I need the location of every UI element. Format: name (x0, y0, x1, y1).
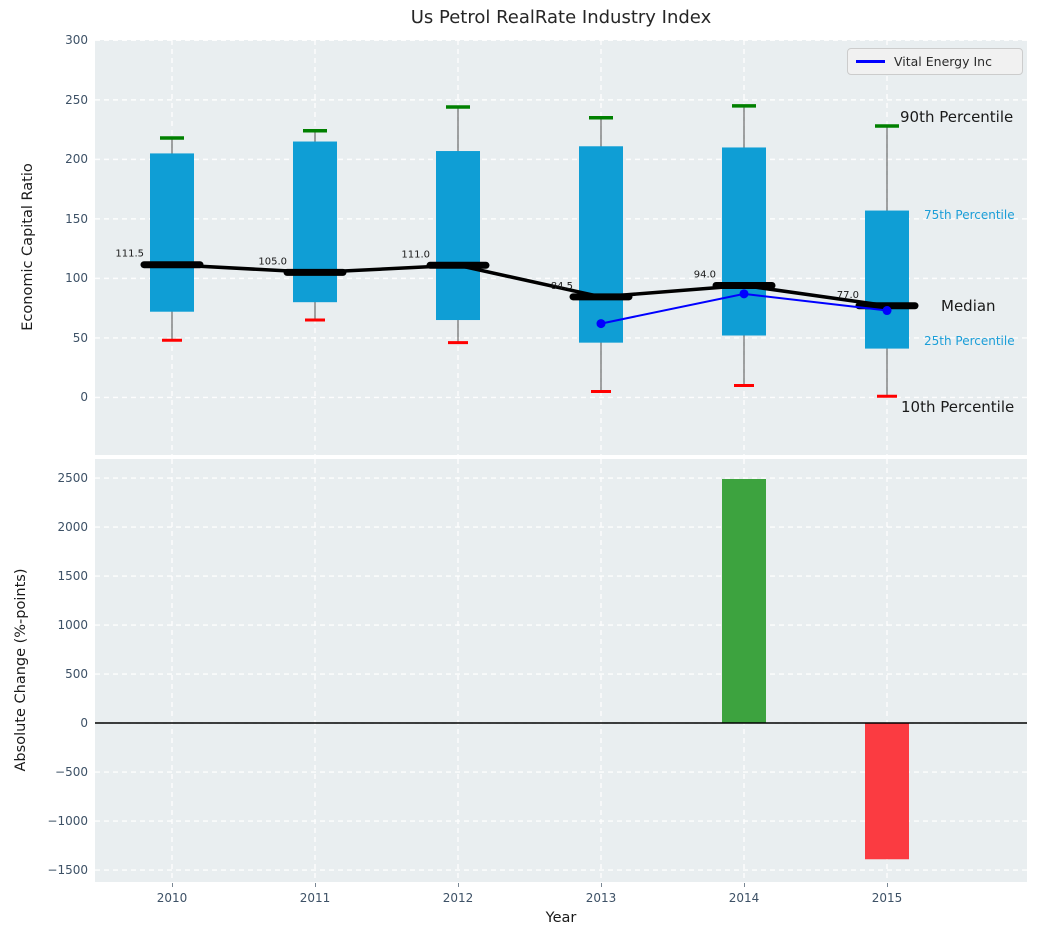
iqr-box (579, 146, 623, 342)
bottom-y-tick-label: −1500 (8, 862, 88, 878)
legend-label: Vital Energy Inc (894, 54, 992, 69)
iqr-box (293, 142, 337, 303)
median-value-label: 84.5 (551, 281, 573, 292)
x-tick-mark (172, 883, 173, 887)
company-point (883, 306, 892, 315)
x-axis-label: Year (95, 910, 1027, 926)
x-tick-label: 2012 (418, 890, 498, 906)
bottom-y-tick-label: 500 (8, 666, 88, 682)
annotation-90th-percentile: 90th Percentile (900, 108, 1013, 126)
chart-title: Us Petrol RealRate Industry Index (95, 7, 1027, 28)
figure: Us Petrol RealRate Industry Index 111.51… (0, 0, 1039, 942)
top-y-tick-label: 100 (8, 270, 88, 286)
median-line (172, 265, 887, 306)
change-bar-chart-plot (95, 459, 1027, 882)
change-bar-chart-axes (95, 459, 1027, 882)
top-y-tick-label: 50 (8, 330, 88, 346)
change-bar-positive (722, 479, 766, 723)
bottom-y-tick-label: −1000 (8, 813, 88, 829)
top-y-axis-label: Economic Capital Ratio (20, 163, 36, 330)
annotation-10th-percentile: 10th Percentile (901, 398, 1014, 416)
x-tick-mark (744, 883, 745, 887)
annotation-25th-percentile: 25th Percentile (924, 334, 1015, 348)
median-value-label: 105.0 (258, 256, 287, 267)
iqr-box (865, 211, 909, 349)
median-value-label: 77.0 (837, 290, 859, 301)
median-value-label: 111.0 (401, 249, 430, 260)
bottom-y-tick-label: 2000 (8, 519, 88, 535)
x-tick-label: 2011 (275, 890, 355, 906)
bottom-y-tick-label: 0 (8, 715, 88, 731)
top-y-tick-label: 150 (8, 211, 88, 227)
top-y-tick-label: 300 (8, 32, 88, 48)
x-tick-label: 2010 (132, 890, 212, 906)
x-tick-mark (887, 883, 888, 887)
legend-line-sample (856, 60, 885, 63)
iqr-box (436, 151, 480, 320)
company-point (740, 289, 749, 298)
x-tick-mark (601, 883, 602, 887)
iqr-box (150, 153, 194, 311)
median-value-label: 111.5 (115, 249, 144, 260)
legend: Vital Energy Inc (847, 48, 1023, 75)
bottom-y-tick-label: 1000 (8, 617, 88, 633)
x-tick-label: 2014 (704, 890, 784, 906)
bottom-y-tick-label: 1500 (8, 568, 88, 584)
x-tick-label: 2015 (847, 890, 927, 906)
x-tick-label: 2013 (561, 890, 641, 906)
top-y-tick-label: 0 (8, 389, 88, 405)
annotation-75th-percentile: 75th Percentile (924, 208, 1015, 222)
x-tick-mark (458, 883, 459, 887)
bottom-y-tick-label: −500 (8, 764, 88, 780)
company-point (597, 319, 606, 328)
top-y-tick-label: 200 (8, 151, 88, 167)
iqr-box (722, 147, 766, 335)
top-y-tick-label: 250 (8, 92, 88, 108)
bottom-y-tick-label: 2500 (8, 470, 88, 486)
annotation-median: Median (941, 297, 996, 315)
change-bar-negative (865, 723, 909, 859)
percentile-chart-plot: 111.5 105.0 111.0 84.5 94.0 77.0 (95, 40, 1027, 455)
percentile-chart-axes: 111.5 105.0 111.0 84.5 94.0 77.0 (95, 40, 1027, 455)
median-value-label: 94.0 (694, 270, 716, 281)
x-tick-mark (315, 883, 316, 887)
